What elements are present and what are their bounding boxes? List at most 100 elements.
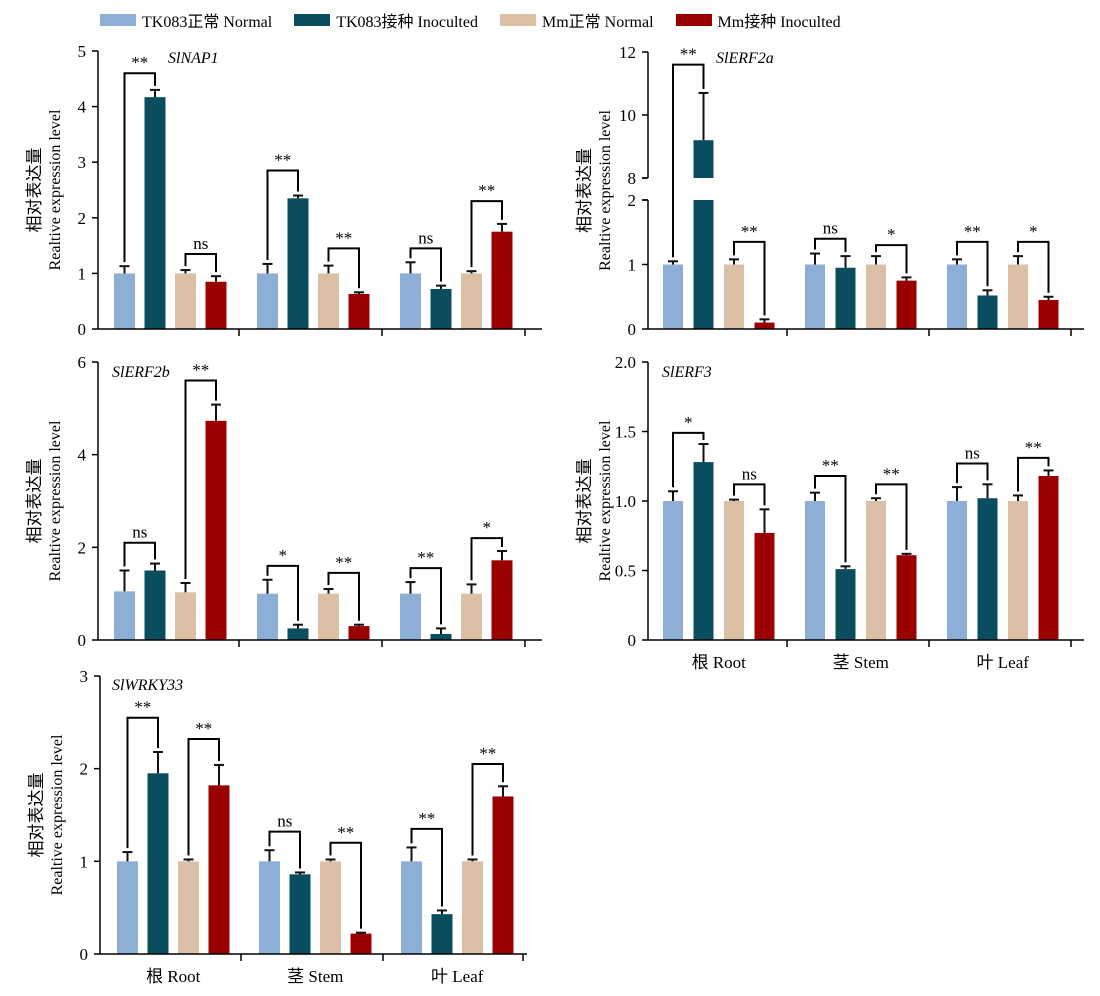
ytick-label-slerf2a-4: 10 [619, 106, 636, 125]
legend-swatch-mm-inoculated [675, 14, 712, 26]
sig-label-slnap1-5: ** [478, 181, 495, 200]
ytick-label-slerf3-0: 0 [628, 631, 637, 650]
ylabel-cn-slerf2a: 相对表达量 [575, 148, 594, 233]
panel-slerf2b: 0 2 4 6 SlERF2b 相对表达量 Realtive expression leve… [25, 353, 542, 650]
bar-slwrky33-s0-c2 [401, 861, 422, 954]
panel-slnap1: 0 1 2 3 4 5 SlNAP1 相对表达量 Realtive expression lev… [25, 42, 542, 339]
bar-slerf2b-s1-c1 [287, 628, 309, 640]
legend: TK083正常 Normal TK083接种 Inoculted Mm正常 No… [100, 8, 863, 32]
panel-slwrky33: 0 1 2 3 根 Root 茎 Stem 叶 Leaf SlWRKY33 相对表达量 Realt… [27, 667, 527, 986]
sig-label-slerf3-5: ** [1025, 438, 1042, 457]
legend-item-mm-normal: Mm正常 Normal [499, 8, 654, 32]
legend-label-tk083-inoculated: TK083接种 Inoculted [336, 14, 478, 31]
bar-slwrky33-s2-c0 [178, 861, 199, 954]
sig-label-slerf2b-4: ** [417, 548, 434, 567]
sig-label-slerf2a-5: * [1029, 222, 1038, 241]
ytick-label-slerf3-1: 0.5 [615, 562, 636, 581]
bar-slerf3-s0-c2 [947, 501, 967, 640]
sig-bracket-slerf2b-0 [123, 541, 156, 567]
chart-title-slwrky33: SlWRKY33 [112, 677, 183, 694]
bar-slnap1-s3-c0 [205, 281, 227, 329]
sig-bracket-slwrky33-0 [126, 716, 159, 849]
chart-title-slerf2b: SlERF2b [112, 364, 170, 381]
sig-bracket-slnap1-0 [123, 72, 156, 263]
ytick-label-slwrky33-1: 1 [80, 852, 89, 871]
bar-slerf2b-s0-c1 [257, 593, 278, 640]
bar-slerf2b-s0-c2 [400, 593, 421, 640]
bar-slerf2a-s2-c0 [724, 264, 744, 329]
sig-label-slerf3-2: ** [822, 456, 839, 475]
ylabel-en-slerf2a: Realtive expression level [597, 110, 614, 271]
bar-slerf3-s1-c1 [835, 569, 856, 640]
bar-slerf2a-s3-c2 [1038, 299, 1059, 329]
category-label-slerf3-2: 叶 Leaf [977, 653, 1030, 672]
ytick-label-slerf2a-3: 8 [628, 169, 637, 188]
category-label-slwrky33-0: 根 Root [146, 967, 201, 986]
ytick-label-slnap1-0: 0 [78, 320, 87, 339]
ytick-label-slerf2a-5: 12 [619, 43, 636, 62]
sig-label-slerf2a-3: * [887, 225, 896, 244]
bar-slnap1-s3-c2 [491, 231, 513, 329]
bar-slerf2a-s0-c1 [805, 264, 825, 329]
legend-swatch-mm-normal [499, 14, 536, 26]
bar-slnap1-s2-c1 [318, 273, 339, 329]
bar-slerf3-s1-c0 [693, 462, 714, 640]
sig-bracket-slwrky33-4 [410, 827, 443, 907]
legend-swatch-tk083-normal [100, 14, 136, 26]
sig-bracket-slnap1-1 [184, 252, 217, 273]
sig-bracket-slerf2a-1 [733, 240, 766, 316]
legend-label-mm-inoculated: Mm接种 Inoculted [717, 14, 841, 31]
bar-slnap1-s0-c2 [400, 273, 421, 329]
ylabel-en-slnap1: Realtive expression level [47, 109, 64, 270]
sig-bracket-slwrky33-2 [268, 830, 301, 869]
legend-label-mm-normal: Mm正常 Normal [541, 14, 654, 31]
sig-label-slerf2b-1: ** [192, 361, 209, 380]
sig-label-slwrky33-3: ** [337, 823, 354, 842]
legend-item-tk083-inoculated: TK083接种 Inoculted [294, 8, 478, 32]
sig-label-slerf2b-3: ** [335, 553, 352, 572]
sig-label-slerf2a-2: ns [823, 219, 838, 238]
sig-label-slnap1-3: ** [335, 228, 352, 247]
bar-slwrky33-s1-c0 [147, 773, 169, 954]
sig-bracket-slwrky33-3 [329, 841, 362, 929]
bar-slnap1-s1-c0 [144, 97, 166, 329]
sig-bracket-slerf3-3 [875, 483, 908, 550]
bar-slnap1-s2-c2 [461, 273, 482, 329]
sig-bracket-slnap1-4 [409, 247, 442, 282]
bar-slnap1-s2-c0 [175, 273, 196, 329]
bar-slwrky33-s1-c1 [289, 874, 311, 954]
sig-label-slerf2a-4: ** [964, 222, 981, 241]
bar-slerf2b-s3-c1 [348, 626, 370, 640]
sig-bracket-slerf3-0 [672, 431, 705, 488]
bar-slwrky33-s3-c2 [492, 796, 514, 954]
bar-slwrky33-s1-c2 [431, 914, 453, 954]
bar-slerf3-s2-c1 [866, 501, 886, 640]
ytick-label-slnap1-2: 2 [78, 209, 87, 228]
ylabel-en-slerf3: Realtive expression level [597, 420, 614, 581]
bar-slerf3-s3-c1 [896, 555, 917, 640]
ytick-label-slnap1-5: 5 [78, 42, 87, 61]
ylabel-cn-slerf2b: 相对表达量 [25, 459, 44, 544]
legend-label-tk083-normal: TK083正常 Normal [142, 14, 273, 31]
ytick-label-slwrky33-2: 2 [80, 760, 89, 779]
bar-slerf3-s0-c1 [805, 501, 825, 640]
sig-bracket-slerf2a-4 [956, 240, 989, 287]
bar-slerf3-s2-c2 [1008, 501, 1028, 640]
bar-slerf2b-s1-c2 [430, 633, 452, 640]
sig-label-slerf3-3: ** [883, 464, 900, 483]
bar-slerf2a-s1-c1 [835, 267, 856, 329]
bar-slnap1-s1-c1 [287, 198, 309, 329]
sig-label-slwrky33-4: ** [418, 809, 435, 828]
bar-slwrky33-s2-c2 [462, 861, 483, 954]
sig-label-slerf3-4: ns [965, 443, 980, 462]
bar-slerf2b-s0-c0 [114, 591, 135, 640]
sig-bracket-slerf3-5 [1017, 456, 1050, 492]
ytick-label-slnap1-3: 3 [78, 153, 87, 172]
bar-slnap1-s1-c2 [430, 288, 452, 329]
ytick-label-slnap1-1: 1 [78, 264, 87, 283]
bar-slerf2a-s3-c1 [896, 280, 917, 329]
bar-slerf2a-s0-c0 [663, 264, 683, 329]
bar-slerf2a-s3-c0 [754, 322, 775, 329]
